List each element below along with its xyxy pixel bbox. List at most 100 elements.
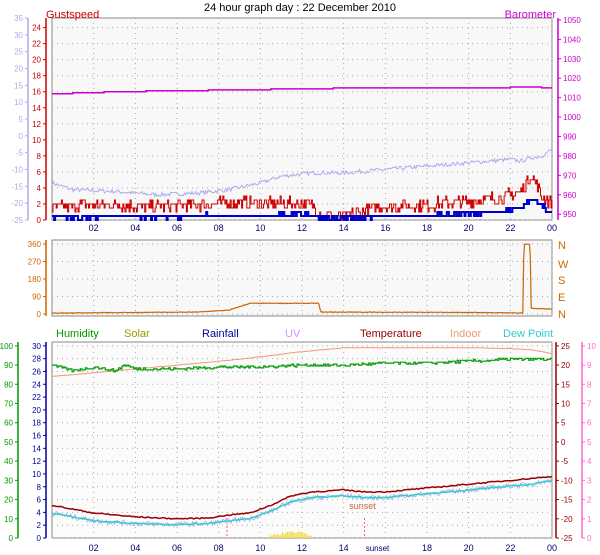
series-windspeed-line [52, 199, 552, 221]
uv-tick-label: 9 [587, 361, 592, 370]
temperature-tick-label: 20 [14, 65, 23, 74]
gust-tick-label: 2 [37, 200, 42, 209]
uv-tick-label: 6 [587, 419, 592, 428]
plot-area [51, 341, 553, 539]
x-tick-label: 20 [464, 543, 474, 553]
legend-dew-point: Dew Point [503, 328, 553, 340]
temperature-tick-label: -15 [11, 182, 23, 191]
x-tick-label: 06 [172, 223, 182, 233]
compass-label: E [558, 292, 565, 304]
rainfall-tick-label: 2 [37, 521, 42, 530]
x-tick-label: 18 [422, 223, 432, 233]
temperature-tick-label: 15 [14, 81, 23, 90]
rainfall-tick-label: 22 [32, 393, 41, 402]
direction-tick-label: 360 [28, 240, 42, 249]
uv-tick-label: 1 [587, 515, 592, 524]
barometer-tick-label: 990 [563, 132, 577, 141]
x-tick-label: 12 [297, 543, 307, 553]
x-tick-label: 00 [547, 543, 557, 553]
gust-tick-label: 8 [37, 152, 42, 161]
gust-tick-label: 10 [32, 136, 41, 145]
series-temperature-line [51, 148, 553, 198]
humidity-tick-label: 90 [4, 361, 13, 370]
humidity-tick-label: 60 [4, 419, 13, 428]
rainfall-tick-label: 0 [37, 534, 42, 543]
x-tick-label: 08 [214, 223, 224, 233]
series-temperature-line [51, 475, 553, 520]
uv-tick-label: 2 [587, 496, 592, 505]
barometer-tick-label: 970 [563, 171, 577, 180]
series-humidity-line [52, 357, 552, 373]
x-tick-label: 22 [505, 223, 515, 233]
x-tick-label: 14 [339, 543, 349, 553]
humidity-tick-label: 100 [0, 342, 14, 351]
x-tick-label: 02 [89, 543, 99, 553]
legend-temperature: Temperature [360, 328, 422, 340]
x-tick-label: 16 [380, 223, 390, 233]
uv-tick-label: 4 [587, 457, 592, 466]
barometer-tick-label: 1030 [563, 55, 581, 64]
temperature-tick-label: 35 [14, 14, 23, 23]
x-tick-label: 04 [130, 223, 140, 233]
uv-tick-label: 5 [587, 438, 592, 447]
barometer-tick-label: 960 [563, 191, 577, 200]
rainfall-tick-label: 20 [32, 406, 41, 415]
rainfall-tick-label: 14 [32, 444, 41, 453]
humidity-tick-label: 20 [4, 496, 13, 505]
humidity-tick-label: 70 [4, 399, 13, 408]
x-tick-label: 10 [255, 223, 265, 233]
temperature-tick-label: 0 [561, 438, 566, 447]
temperature-tick-label: 5 [19, 115, 24, 124]
direction-tick-label: 180 [28, 275, 42, 284]
rainfall-tick-label: 26 [32, 367, 41, 376]
x-tick-label: sunset [366, 544, 390, 553]
rainfall-tick-label: 8 [37, 483, 42, 492]
legend-barometer: Barometer [505, 9, 557, 21]
x-tick-label: 12 [297, 223, 307, 233]
temperature-tick-label: 15 [561, 380, 570, 389]
uv-tick-label: 8 [587, 380, 592, 389]
temperature-tick-label: -15 [561, 496, 573, 505]
legend-humidity: Humidity [56, 328, 99, 340]
legend-rainfall: Rainfall [202, 328, 239, 340]
barometer-tick-label: 1040 [563, 35, 581, 44]
x-tick-label: 20 [464, 223, 474, 233]
x-tick-label: 10 [255, 543, 265, 553]
barometer-tick-label: 980 [563, 152, 577, 161]
rainfall-tick-label: 24 [32, 380, 41, 389]
x-tick-label: 04 [130, 543, 140, 553]
compass-label: N [558, 309, 566, 321]
chart-title: 24 hour graph day : 22 December 2010 [204, 2, 396, 14]
gust-tick-label: 6 [37, 168, 42, 177]
gust-tick-label: 4 [37, 184, 42, 193]
temperature-tick-label: -10 [11, 166, 23, 175]
temperature-tick-label: 10 [561, 399, 570, 408]
temperature-tick-label: -5 [16, 149, 24, 158]
series-gustspeed-line [52, 175, 553, 221]
temperature-tick-label: 20 [561, 361, 570, 370]
x-tick-label: 18 [422, 543, 432, 553]
gust-tick-label: 12 [32, 120, 41, 129]
barometer-tick-label: 1020 [563, 74, 581, 83]
rainfall-tick-label: 16 [32, 432, 41, 441]
temperature-tick-label: 5 [561, 419, 566, 428]
compass-label: W [558, 259, 569, 271]
humidity-tick-label: 40 [4, 457, 13, 466]
gust-tick-label: 22 [32, 40, 41, 49]
legend-indoor: Indoor [450, 328, 482, 340]
x-tick-label: 08 [214, 543, 224, 553]
uv-tick-label: 3 [587, 476, 592, 485]
barometer-tick-label: 950 [563, 210, 577, 219]
series-dewpoint-line [51, 480, 553, 526]
x-tick-label: 14 [339, 223, 349, 233]
temperature-tick-label: 0 [19, 132, 24, 141]
temperature-tick-label: -5 [561, 457, 569, 466]
x-tick-label: 06 [172, 543, 182, 553]
humidity-tick-label: 0 [9, 534, 14, 543]
barometer-tick-label: 1050 [563, 16, 581, 25]
temperature-tick-label: -25 [561, 534, 573, 543]
legend-uv: UV [285, 328, 301, 340]
humidity-tick-label: 10 [4, 515, 13, 524]
